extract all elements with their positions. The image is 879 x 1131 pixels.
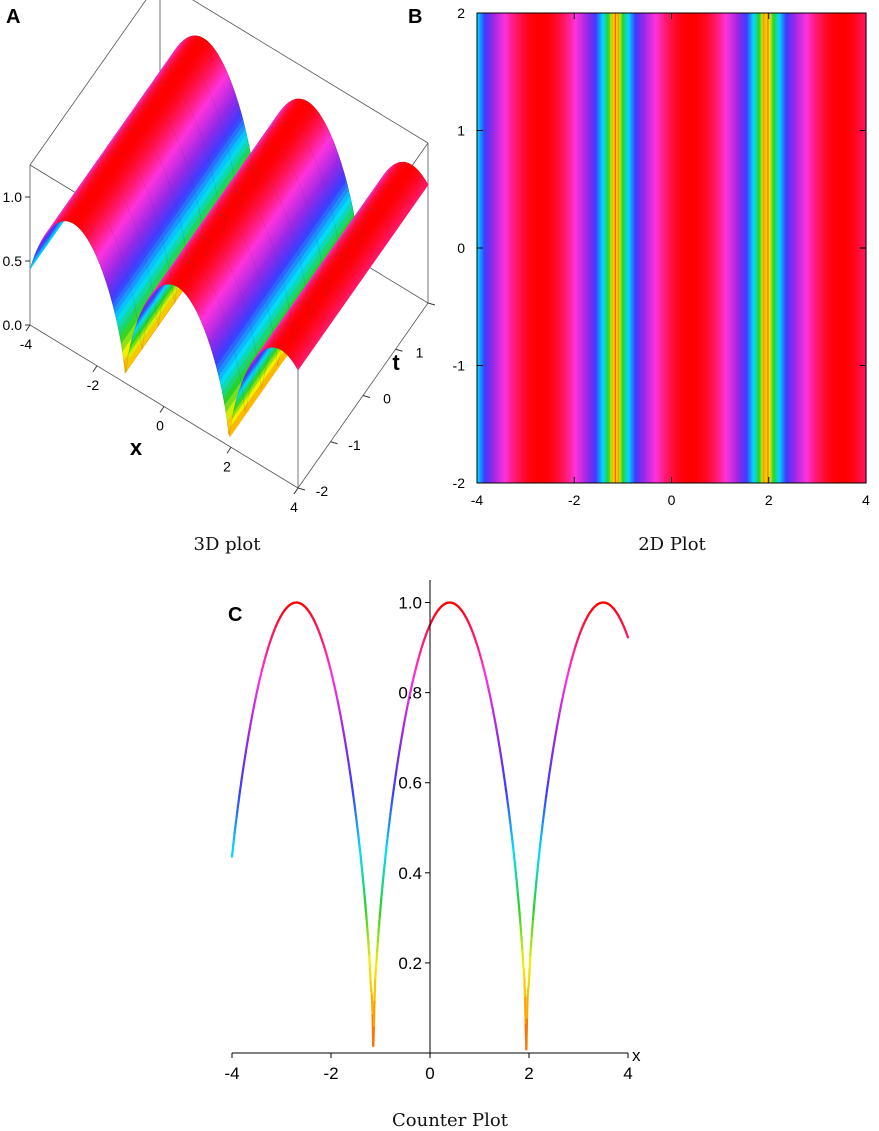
line-segment: [531, 937, 532, 946]
line-segment: [378, 932, 379, 941]
line-segment: [627, 636, 628, 638]
x-tick-label: 2: [765, 492, 773, 508]
t-tick: [298, 488, 305, 490]
line-segment: [534, 897, 535, 904]
y-tick-label: 0.6: [398, 774, 422, 793]
line-segment: [530, 956, 531, 969]
x-tick-label: 4: [290, 499, 298, 515]
line-segment: [518, 900, 519, 908]
line-segment: [532, 920, 533, 928]
line-segment: [534, 904, 535, 912]
line-segment: [524, 978, 525, 997]
density-2d-chart: -4 -2 0 2 4 -2 -1 0 1 2: [430, 0, 879, 520]
line-segment: [374, 1000, 375, 1026]
line-segment: [367, 920, 368, 928]
y-tick-label: 0.2: [398, 954, 422, 973]
line-segment: [533, 912, 534, 920]
line-segment: [373, 1026, 374, 1046]
line-segment: [520, 924, 521, 933]
line-segment: [520, 916, 521, 924]
t-tick: [331, 442, 338, 444]
line-segment: [524, 969, 525, 978]
x-axis-label: x: [130, 435, 143, 460]
x-tick-label: -4: [224, 1064, 239, 1083]
line-segment: [377, 951, 378, 961]
z-tick-label: 1.0: [3, 189, 23, 205]
t-tick-label: 1: [416, 344, 424, 360]
line-chart: -4 -2 0 2 4x 0.2 0.4 0.6 0.8 1.0: [200, 575, 650, 1085]
line-segment: [519, 908, 520, 916]
x-tick-label: -2: [87, 377, 100, 393]
y-tick-label: 1.0: [398, 594, 422, 613]
y-tick-label: -1: [453, 358, 466, 374]
x-tick-label: -4: [471, 492, 484, 508]
x-tick-label: 0: [668, 492, 676, 508]
y-tick-label: 0.4: [398, 864, 422, 883]
line-segment: [372, 996, 373, 1015]
line-segment: [522, 941, 523, 950]
x-tick-label: 4: [623, 1064, 632, 1083]
y-tick-label: 0.8: [398, 684, 422, 703]
x-tick-label: -4: [20, 336, 33, 352]
x-tick: [93, 366, 97, 372]
x-tick-label: 4: [862, 492, 870, 508]
line-segment: [368, 937, 369, 946]
y-tick-label: -2: [453, 475, 466, 491]
line-segment: [365, 904, 366, 912]
y-tick-label: 0: [457, 240, 465, 256]
line-segment: [369, 946, 370, 956]
x-tick-label: -2: [323, 1064, 338, 1083]
x-tick-label: 0: [425, 1064, 434, 1083]
x-tick: [294, 488, 298, 494]
line-segment: [371, 982, 372, 990]
panel-b-2d-plot: -4 -2 0 2 4 -2 -1 0 1 2: [430, 0, 879, 520]
x-tick-label: 2: [223, 458, 231, 474]
line-segment: [367, 928, 368, 937]
caption-c: Counter Plot: [300, 1110, 600, 1131]
t-tick-label: -1: [348, 437, 361, 453]
line-segment: [375, 979, 376, 1000]
line-segment: [369, 956, 370, 968]
line-segment: [532, 928, 533, 937]
z-tick-label: 0.0: [3, 317, 23, 333]
x-tick-label: 2: [524, 1064, 533, 1083]
line-segment: [525, 998, 526, 1026]
t-tick-label: 0: [383, 391, 391, 407]
line-segment: [527, 995, 528, 1018]
x-tick-label: -2: [568, 492, 581, 508]
line-segment: [366, 912, 367, 920]
line-segment: [521, 932, 522, 941]
y-tick-label: 1: [457, 123, 465, 139]
x-tick: [227, 447, 231, 453]
line-segment: [522, 951, 523, 962]
line-segment: [526, 1018, 527, 1049]
line-segment: [381, 900, 382, 908]
x-tick-label: 0: [156, 418, 164, 434]
line-segment: [376, 961, 377, 969]
line-segment: [370, 968, 371, 982]
x-tick: [160, 407, 164, 413]
line-segment: [380, 908, 381, 916]
line-segment: [379, 924, 380, 933]
line-segment: [530, 946, 531, 956]
line-segment: [523, 962, 524, 970]
z-tick-label: 0.5: [3, 253, 23, 269]
caption-a: 3D plot: [77, 534, 377, 555]
caption-b: 2D Plot: [522, 534, 822, 555]
t-axis-label: t: [392, 350, 400, 375]
t-tick-label: -2: [316, 483, 329, 499]
line-segment: [375, 969, 376, 979]
x-tick: [26, 325, 30, 331]
density-bands: [477, 13, 867, 483]
t-tick: [363, 396, 370, 398]
line-segment: [377, 941, 378, 950]
line-segment: [379, 916, 380, 924]
y-tick-label: 2: [457, 5, 465, 21]
x-axis-label: x: [632, 1046, 641, 1065]
line-segment: [365, 897, 366, 904]
line-segment: [529, 968, 530, 981]
